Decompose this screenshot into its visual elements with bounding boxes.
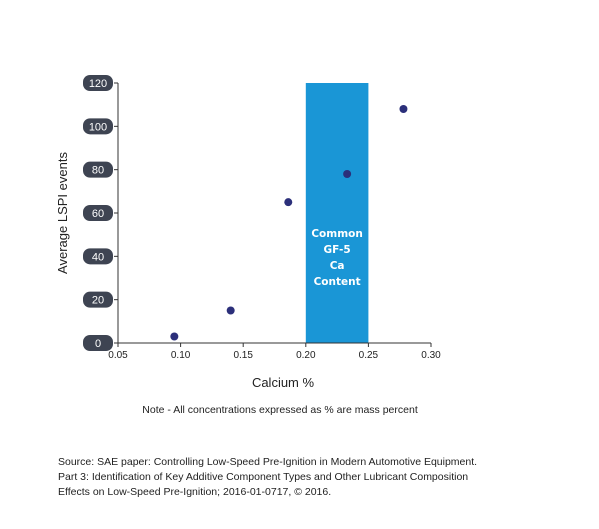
band-label-line: Content: [314, 276, 361, 288]
x-tick-label: 0.25: [359, 350, 379, 361]
highlight-band: [305, 83, 369, 343]
x-tick-label: 0.30: [421, 350, 441, 361]
y-tick-pill: [83, 335, 113, 351]
band-label-line: GF-5: [324, 244, 351, 256]
source-line: Source: SAE paper: Controlling Low-Speed…: [58, 456, 478, 468]
x-axis-title: Calcium %: [252, 375, 315, 390]
y-tick-label: 100: [89, 121, 107, 133]
y-tick-label: 120: [89, 78, 107, 90]
y-tick-pill: [83, 291, 113, 308]
data-point: [284, 198, 293, 207]
x-tick-label: 0.20: [296, 350, 316, 361]
x-tick-label: 0.05: [108, 350, 128, 361]
y-tick-label: 80: [92, 165, 104, 177]
source-citation: Source: SAE paper: Controlling Low-Speed…: [58, 455, 588, 500]
y-tick-pill: [83, 118, 113, 135]
y-tick-pill: [83, 205, 113, 221]
source-line: Effects on Low-Speed Pre-Ignition; 2016-…: [58, 486, 332, 498]
y-tick-pill: [83, 75, 113, 91]
data-point: [170, 332, 179, 341]
y-tick-label: 0: [95, 338, 101, 350]
band-label-line: Ca: [330, 260, 345, 272]
data-point: [343, 170, 352, 178]
x-tick-label: 0.10: [171, 350, 191, 361]
scatter-chart: Common GF-5 Ca Content 0.05 0.10 0.15 0.20 0.25…: [55, 75, 441, 390]
band-label-line: Common: [311, 228, 363, 240]
y-tick-pill: [83, 248, 113, 265]
y-tick-label: 40: [92, 251, 104, 263]
source-line: Part 3: Identification of Key Additive C…: [58, 471, 469, 483]
y-tick-label: 20: [92, 295, 104, 307]
data-point: [399, 105, 408, 113]
chart-note: Note - All concentrations expressed as %…: [142, 404, 418, 416]
y-axis-title: Average LSPI events: [55, 152, 70, 274]
data-point: [226, 306, 235, 315]
y-tick-pill: [83, 161, 113, 178]
x-tick-label: 0.15: [233, 350, 253, 361]
y-tick-label: 60: [92, 208, 104, 220]
